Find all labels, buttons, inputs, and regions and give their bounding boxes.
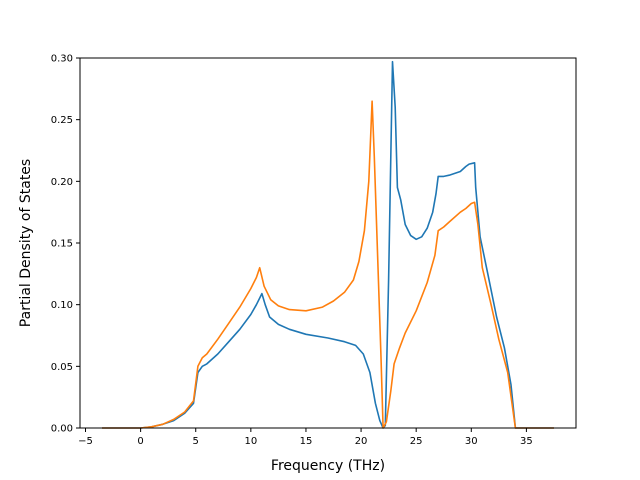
x-tick-label: 0 [137,436,143,447]
y-tick-label: 0.00 [51,424,73,435]
x-tick-label: 10 [244,436,257,447]
y-axis: 0.00 0.05 0.10 0.15 0.20 0.25 0.30 [51,54,80,435]
x-tick-label: 20 [355,436,368,447]
y-tick-label: 0.30 [51,54,73,65]
x-tick-label: 5 [193,436,199,447]
series-line-2 [102,100,554,429]
x-tick-label: 25 [410,436,423,447]
x-tick-label: 35 [520,436,533,447]
y-tick-label: 0.05 [51,362,73,373]
x-tick-label: 15 [300,436,313,447]
plot-lines [102,60,554,429]
x-tick-label: 30 [465,436,478,447]
y-tick-label: 0.25 [51,115,73,126]
x-axis-label: Frequency (THz) [271,458,385,474]
x-axis: −5 0 5 10 15 20 25 30 35 [78,428,533,447]
y-axis-label: Partial Density of States [18,159,34,327]
series-line-1 [102,60,554,429]
y-tick-label: 0.20 [51,177,73,188]
plot-frame [79,57,577,429]
y-tick-label: 0.15 [51,239,73,250]
y-tick-label: 0.10 [51,300,73,311]
x-tick-label: −5 [78,436,93,447]
